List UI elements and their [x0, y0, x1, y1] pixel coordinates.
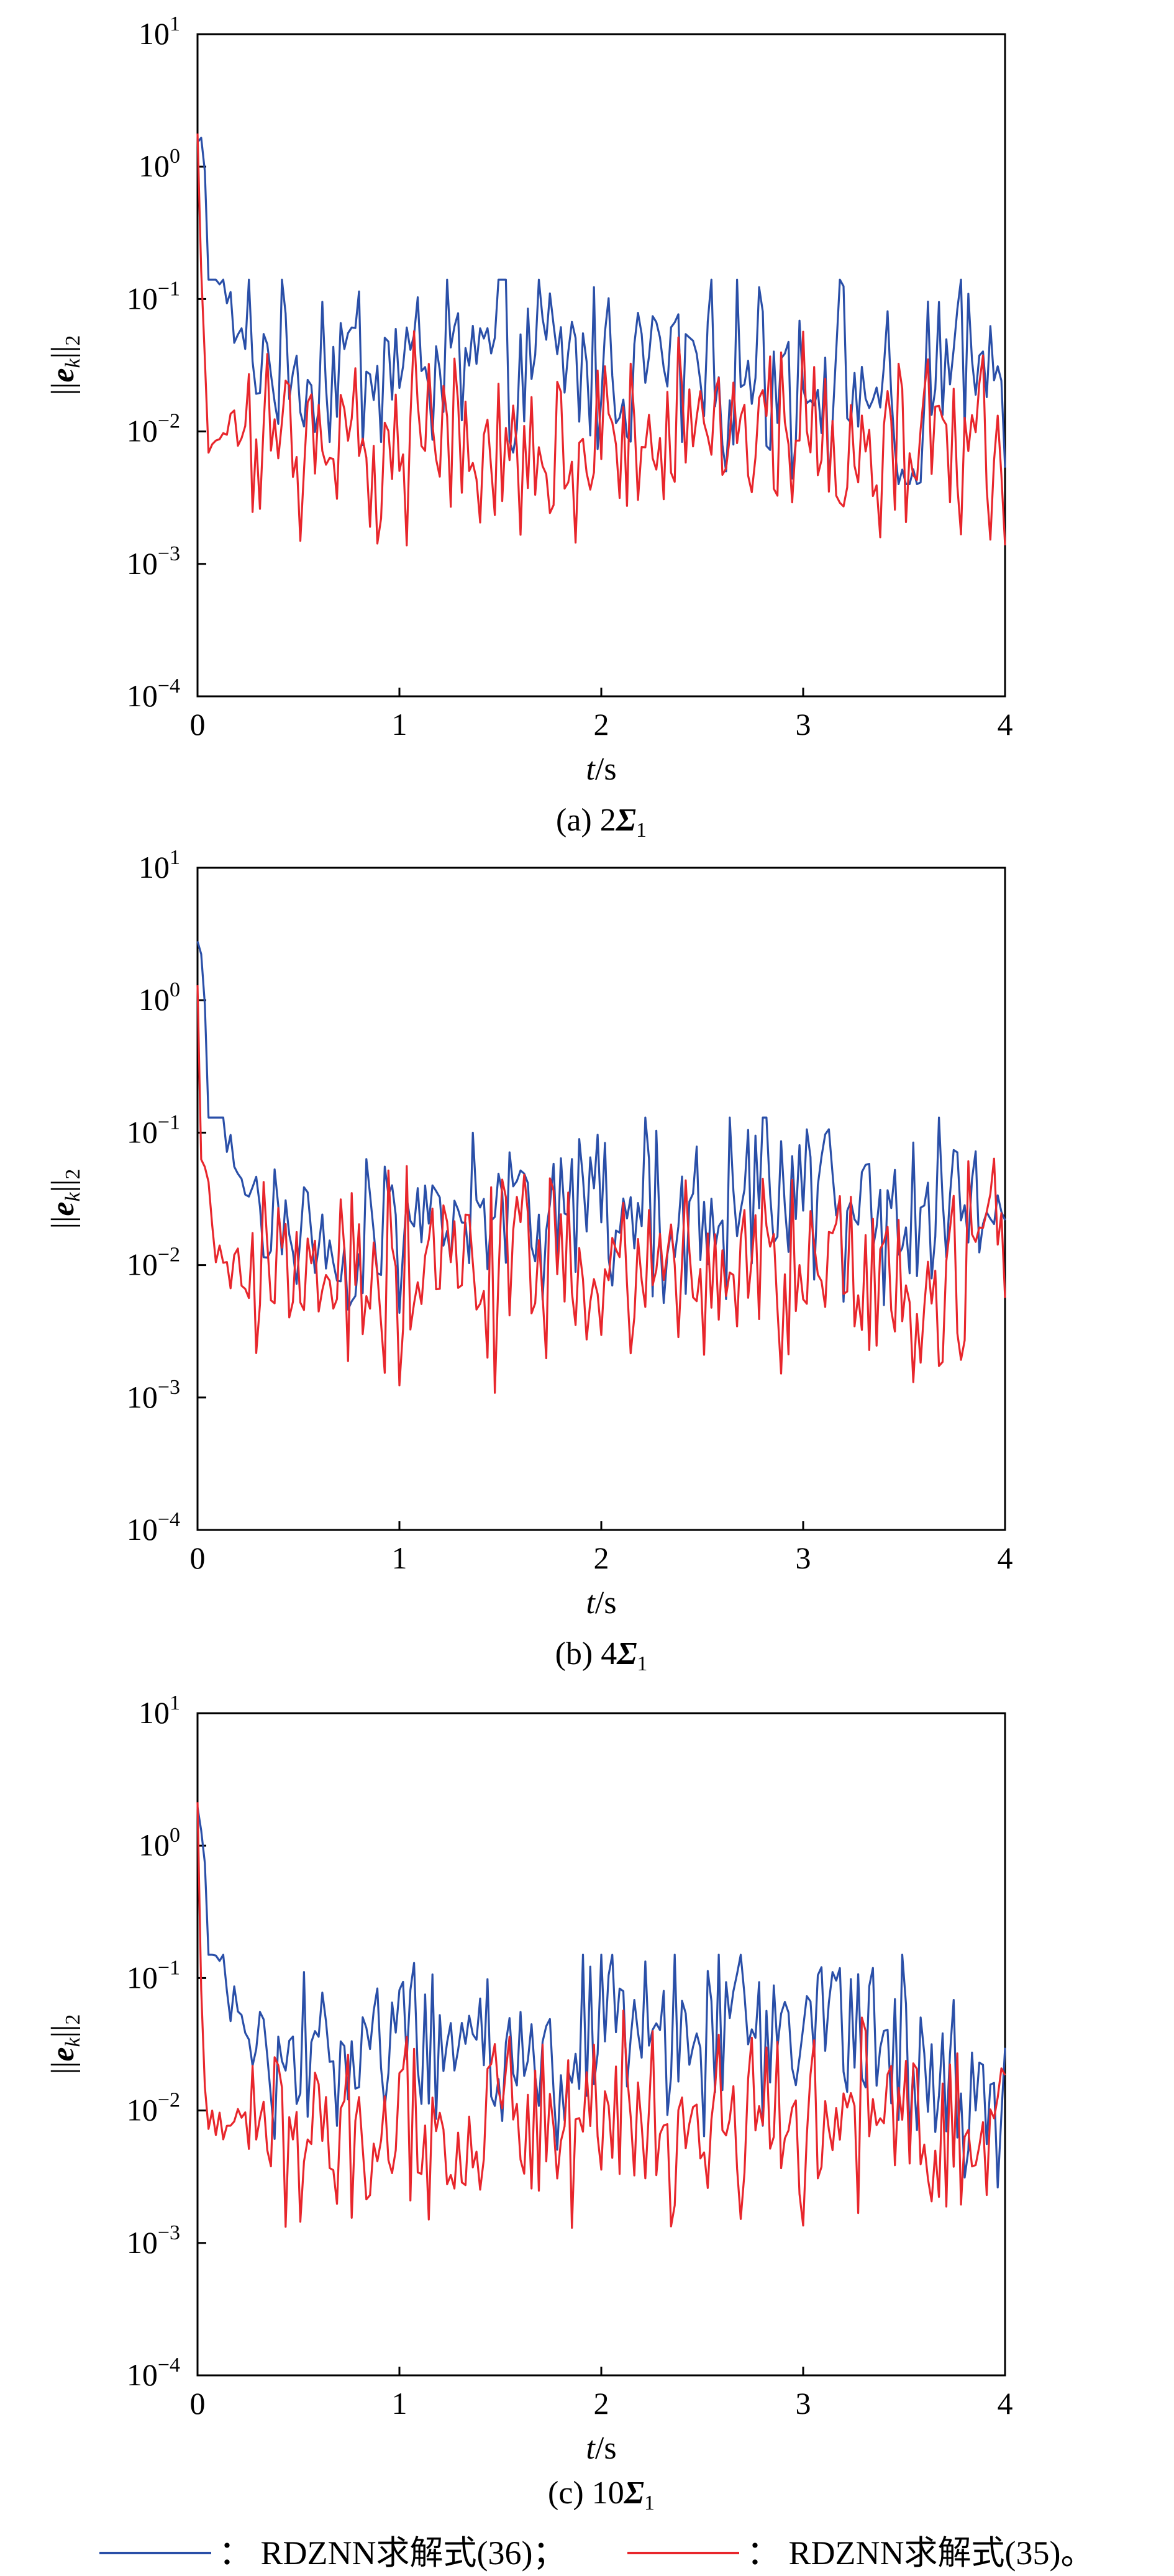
series-line-rdznn-36 [196, 137, 1006, 486]
y-tick-label: 100 [139, 978, 180, 1017]
y-tick-label: 10−2 [127, 410, 180, 448]
y-tick-label: 101 [139, 12, 180, 51]
tick-marks [196, 1712, 1006, 2377]
tick-marks [196, 33, 1006, 698]
x-tick-labels: 0 1 2 3 4 [190, 2386, 1013, 2421]
panel-caption: (a) 2Σ1 [556, 803, 647, 842]
y-axis-label: ||ek||2 [45, 335, 84, 396]
panel-c: 101 100 10−1 10−2 10−3 10−4 0 1 2 3 4 ||ek||2 t/s… [45, 1691, 1013, 2515]
x-axis-label: t/s [586, 1585, 616, 1621]
x-tick-labels: 0 1 2 3 4 [190, 1541, 1013, 1575]
y-tick-label: 10−1 [127, 1111, 180, 1149]
y-tick-labels: 101 100 10−1 10−2 10−3 10−4 [127, 12, 180, 713]
x-tick-label: 1 [392, 707, 407, 742]
y-tick-label: 100 [139, 1824, 180, 1862]
legend-label: ： RDZNN求解式(36)； [219, 2534, 566, 2572]
y-tick-label: 100 [139, 145, 180, 183]
legend-item-36: ： RDZNN求解式(36)； [99, 2534, 566, 2572]
y-tick-label: 10−4 [127, 2354, 180, 2392]
x-axis-label: t/s [586, 2431, 616, 2466]
y-tick-label: 10−2 [127, 2089, 180, 2128]
x-tick-label: 1 [392, 2386, 407, 2421]
x-tick-label: 3 [796, 707, 811, 742]
series-line-rdznn-35 [196, 133, 1006, 547]
y-tick-label: 101 [139, 1691, 180, 1730]
y-tick-label: 10−3 [127, 542, 180, 581]
y-tick-labels: 101 100 10−1 10−2 10−3 10−4 [127, 846, 180, 1547]
y-tick-label: 10−4 [127, 1508, 180, 1547]
y-axis-label: ||ek||2 [45, 2014, 84, 2075]
x-tick-label: 1 [392, 1541, 407, 1575]
x-tick-label: 3 [796, 2386, 811, 2421]
x-axis-label: t/s [586, 752, 616, 787]
x-tick-label: 4 [998, 707, 1013, 742]
x-tick-label: 4 [998, 1541, 1013, 1575]
panel-caption: (b) 4Σ1 [555, 1636, 648, 1675]
legend-item-35: ： RDZNN求解式(35)。 [627, 2534, 1094, 2572]
y-tick-label: 101 [139, 846, 180, 885]
series-layer [196, 940, 1006, 1394]
panel-caption: (c) 10Σ1 [548, 2475, 655, 2515]
plot-frame [196, 1712, 1006, 2377]
legend-label: ： RDZNN求解式(35)。 [747, 2534, 1094, 2572]
x-tick-labels: 0 1 2 3 4 [190, 707, 1013, 742]
y-tick-label: 10−4 [127, 675, 180, 713]
panel-a: 101 100 10−1 10−2 10−3 10−4 0 1 2 3 4 ||ek||2 t/s… [45, 12, 1013, 842]
y-axis-label: ||ek||2 [45, 1169, 84, 1229]
x-tick-label: 3 [796, 1541, 811, 1575]
x-tick-label: 2 [594, 2386, 609, 2421]
legend: ： RDZNN求解式(36)； ： RDZNN求解式(35)。 [99, 2534, 1094, 2572]
y-tick-label: 10−2 [127, 1244, 180, 1282]
y-tick-label: 10−1 [127, 1956, 180, 1995]
y-tick-label: 10−3 [127, 1376, 180, 1414]
x-tick-label: 0 [190, 707, 206, 742]
y-tick-label: 10−1 [127, 277, 180, 316]
series-line-rdznn-36 [196, 940, 1006, 1314]
x-tick-label: 0 [190, 1541, 206, 1575]
x-tick-label: 4 [998, 2386, 1013, 2421]
series-line-rdznn-36 [196, 1807, 1006, 2189]
x-tick-label: 2 [594, 707, 609, 742]
y-tick-label: 10−3 [127, 2221, 180, 2260]
panel-b: 101 100 10−1 10−2 10−3 10−4 0 1 2 3 4 ||ek||2 t/s… [45, 846, 1013, 1675]
series-line-rdznn-35 [196, 1802, 1006, 2229]
series-layer [196, 1802, 1006, 2229]
x-tick-label: 0 [190, 2386, 206, 2421]
series-line-rdznn-35 [196, 985, 1006, 1394]
series-layer [196, 133, 1006, 547]
x-tick-label: 2 [594, 1541, 609, 1575]
y-tick-labels: 101 100 10−1 10−2 10−3 10−4 [127, 1691, 180, 2392]
